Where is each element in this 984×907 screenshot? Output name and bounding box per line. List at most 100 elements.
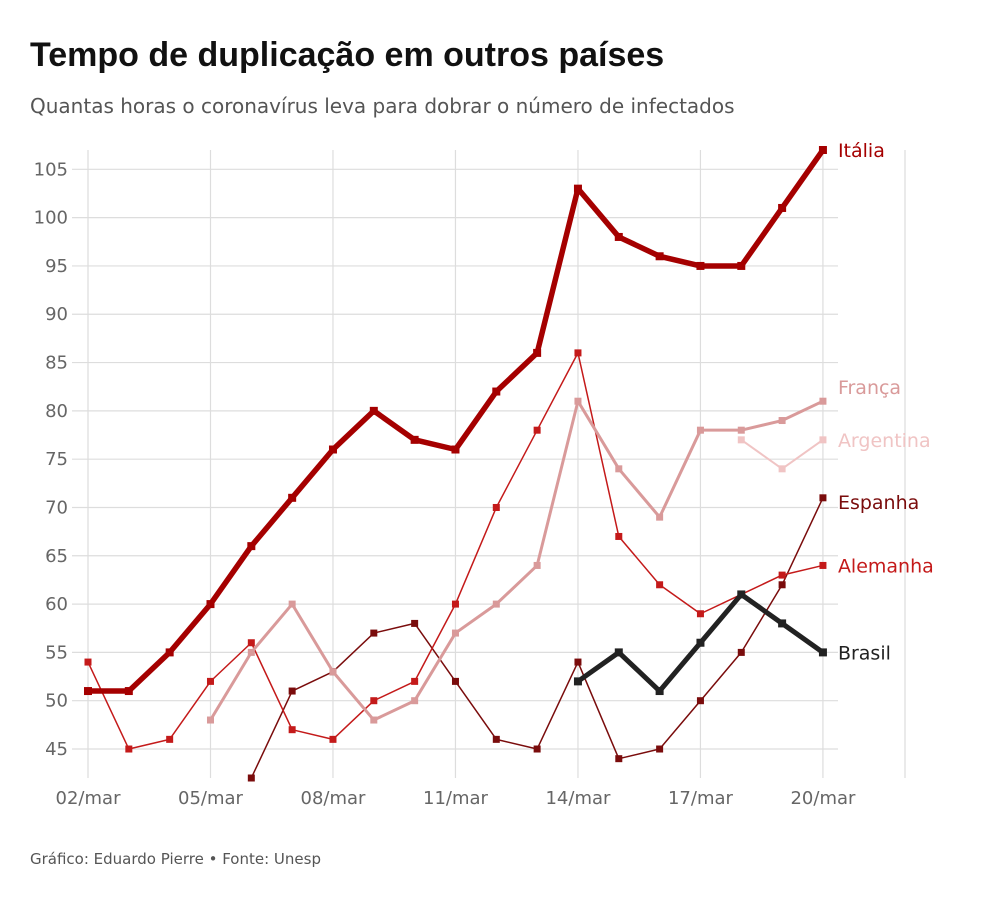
y-tick-label: 45: [45, 739, 68, 760]
marker: [533, 745, 541, 753]
marker: [737, 648, 745, 656]
marker: [737, 590, 746, 599]
marker: [778, 465, 786, 473]
marker: [492, 503, 500, 511]
x-tick-label: 20/mar: [790, 788, 856, 809]
y-tick-label: 90: [45, 304, 68, 325]
marker: [370, 716, 378, 724]
y-tick-label: 75: [45, 449, 68, 470]
marker: [124, 687, 133, 696]
series-label: Brasil: [838, 642, 891, 664]
marker: [656, 581, 664, 589]
marker: [288, 687, 296, 695]
marker: [574, 349, 582, 357]
marker: [451, 600, 459, 608]
marker: [656, 513, 664, 521]
y-tick-label: 55: [45, 642, 68, 663]
marker: [655, 687, 664, 696]
marker: [778, 619, 787, 628]
marker: [247, 648, 255, 656]
marker: [206, 716, 214, 724]
marker: [329, 668, 337, 676]
marker: [533, 348, 542, 357]
marker: [411, 619, 419, 627]
marker: [574, 397, 582, 405]
marker: [165, 648, 174, 657]
marker: [696, 610, 704, 618]
marker: [533, 561, 541, 569]
series-label: Itália: [838, 140, 885, 162]
series-label: Argentina: [838, 430, 931, 452]
y-tick-label: 50: [45, 691, 68, 712]
marker: [615, 755, 623, 763]
marker: [369, 406, 378, 415]
marker: [696, 426, 704, 434]
marker: [288, 493, 297, 502]
marker: [166, 735, 174, 743]
marker: [737, 436, 745, 444]
series-line: [740, 439, 824, 470]
marker: [411, 697, 419, 705]
marker: [819, 561, 827, 569]
marker: [614, 232, 623, 241]
marker: [492, 387, 501, 396]
series-line: [209, 399, 824, 722]
y-tick-label: 100: [34, 208, 68, 229]
marker: [411, 677, 419, 685]
x-tick-label: 11/mar: [423, 788, 489, 809]
marker: [370, 697, 378, 705]
marker: [737, 261, 746, 270]
source: Gráfico: Eduardo Pierre • Fonte: Unesp: [30, 850, 321, 868]
chart-subtitle: Quantas horas o coronavírus leva para do…: [30, 94, 735, 118]
marker: [247, 774, 255, 782]
marker: [492, 735, 500, 743]
series-label: Espanha: [838, 492, 919, 514]
y-tick-label: 70: [45, 497, 68, 518]
marker: [819, 494, 827, 502]
y-tick-label: 85: [45, 353, 68, 374]
series-label: Alemanha: [838, 555, 934, 577]
chart-title: Tempo de duplicação em outros países: [30, 36, 664, 74]
x-tick-label: 08/mar: [301, 788, 367, 809]
marker: [370, 629, 378, 637]
marker: [492, 600, 500, 608]
marker: [778, 571, 786, 579]
marker: [574, 658, 582, 666]
y-tick-label: 80: [45, 401, 68, 422]
x-tick-label: 02/mar: [56, 788, 122, 809]
y-tick-label: 65: [45, 546, 68, 567]
marker: [615, 532, 623, 540]
marker: [451, 677, 459, 685]
marker: [288, 726, 296, 734]
marker: [247, 639, 255, 647]
marker: [573, 184, 582, 193]
marker: [533, 426, 541, 434]
marker: [696, 697, 704, 705]
marker: [410, 435, 419, 444]
marker: [696, 261, 705, 270]
marker: [818, 146, 827, 154]
x-tick-label: 17/mar: [668, 788, 734, 809]
marker: [329, 735, 337, 743]
marker: [206, 600, 215, 609]
marker: [655, 252, 664, 261]
marker: [288, 600, 296, 608]
series-label: França: [838, 377, 901, 399]
x-tick-label: 05/mar: [178, 788, 244, 809]
marker: [84, 687, 92, 696]
marker: [451, 629, 459, 637]
marker: [778, 417, 786, 425]
marker: [819, 397, 827, 405]
marker: [818, 648, 827, 657]
y-tick-label: 95: [45, 256, 68, 277]
marker: [614, 648, 623, 657]
x-tick-label: 14/mar: [545, 788, 611, 809]
marker: [328, 445, 337, 454]
marker: [84, 658, 92, 666]
marker: [656, 745, 664, 753]
y-tick-label: 105: [34, 159, 68, 180]
marker: [819, 436, 827, 444]
marker: [247, 542, 256, 551]
marker: [125, 745, 133, 753]
